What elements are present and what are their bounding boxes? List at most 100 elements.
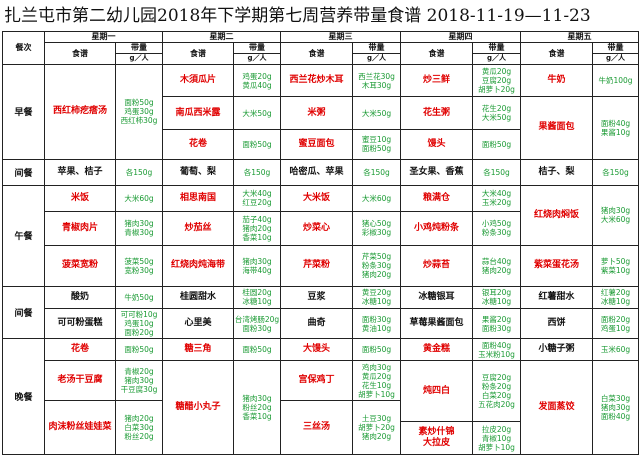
dish-name: 紫菜蛋花汤 <box>520 244 593 288</box>
dish-quantity: 面粉50g <box>352 338 401 362</box>
menu-row: 青椒肉片 猪肉30g 青椒30g 炒茄丝 茄子40g 猪肉20g 香菜10g 炒菜心 猪心… <box>3 210 639 246</box>
dish-quantity: 大米50g <box>352 96 401 131</box>
dish-name: 哈密瓜、苹果 <box>280 158 353 186</box>
dish-name: 花卷 <box>162 129 234 160</box>
menu-row: 午餐 米饭 大米60g 相思南国 大米40g 红豆20g 大米饭 大米60g 粮满仓 大米40g… <box>2 184 639 288</box>
menu-row: 早餐 西红柿疙瘩汤 面粉50g 鸡蛋30g 西红柿30g 木須瓜片 鸡蛋20g 黄瓜40… <box>2 63 639 160</box>
dish-name: 西兰花炒木耳 <box>280 63 353 98</box>
meal-label-lunch: 午餐 <box>2 184 45 288</box>
header-row-units: g／人 g／人 g／人 g／人 g／人 <box>3 52 639 65</box>
dish-quantity: 果酱20g 面粉30g <box>472 307 521 340</box>
dish-name: 菠菜宽粉 <box>44 244 116 288</box>
dish-name: 红烧肉炖海带 <box>162 244 234 288</box>
dish-name: 大米饭 <box>280 184 353 212</box>
dish-name: 豆浆 <box>280 286 353 309</box>
dish-name: 炒菜心 <box>280 210 353 246</box>
menu-row: 可可粉蛋糕 可可粉10g 鸡蛋10g 面粉20g 心里美 台湾烤肠20g 面粉30g 曲… <box>3 307 639 340</box>
menu-row: 间餐 苹果、桔子 各150g 葡萄、梨 各150g 哈密瓜、苹果 各150g 圣女果、香蕉 各1… <box>2 158 639 186</box>
dish-name: 桔子、梨 <box>520 158 593 186</box>
meal-label-snack1: 间餐 <box>2 158 45 186</box>
dish-quantity: 面粉50g <box>115 338 163 362</box>
dish-quantity: 各150g <box>115 158 163 186</box>
day-header: 星期五 <box>520 31 639 43</box>
dish-quantity: 面粉50g <box>233 129 281 160</box>
dish-name: 糖三角 <box>162 338 234 362</box>
dish-quantity: 面粉20g 鸡蛋10g <box>592 307 639 340</box>
dish-quantity: 白菜30g 猪肉30g 面粉40g <box>592 360 639 455</box>
dish-quantity: 蒜台40g 猪肉20g <box>472 244 521 288</box>
menu-column-header: 食谱 <box>162 41 234 65</box>
dish-name: 相思南国 <box>162 184 234 212</box>
dish-name: 可可粉蛋糕 <box>44 307 116 340</box>
dish-name: 老汤干豆腐 <box>44 360 116 402</box>
dish-quantity: 鸡肉30g 黄瓜20g 花生10g 胡萝卜10g <box>352 360 401 402</box>
dish-name: 冰糖银耳 <box>400 286 473 309</box>
dish-name: 芹菜粉 <box>280 244 353 288</box>
menu-column-header: 食谱 <box>280 41 353 65</box>
dish-name: 大馒头 <box>280 338 353 362</box>
dish-quantity: 各150g <box>472 158 521 186</box>
dish-name: 桂圆甜水 <box>162 286 234 309</box>
dish-quantity: 牛奶100g <box>592 63 639 98</box>
quantity-column-header: 带量 <box>115 41 163 54</box>
menu-column-header: 食谱 <box>400 41 473 65</box>
menu-row: 素炒什锦 大拉皮 拉皮20g 青椒10g 胡萝卜10g <box>3 421 639 455</box>
dish-quantity: 大米40g 红豆20g <box>233 184 281 212</box>
menu-row: 肉沫粉丝娃娃菜 猪肉20g 白菜30g 粉丝20g 三丝汤 土豆30g 胡萝卜20g … <box>3 400 639 455</box>
dish-name: 圣女果、香蕉 <box>400 158 473 186</box>
dish-quantity: 面粉50g 鸡蛋30g 西红柿30g <box>115 63 163 160</box>
dish-name: 黄金糕 <box>400 338 473 362</box>
dish-quantity: 猪肉30g 青椒30g <box>115 210 163 246</box>
menu-column-header: 食谱 <box>520 41 593 65</box>
dish-name: 西饼 <box>520 307 593 340</box>
header-row-days: 餐次 星期一 星期二 星期三 星期四 星期五 <box>2 31 639 65</box>
dish-quantity: 茄子40g 猪肉20g 香菜10g <box>233 210 281 246</box>
dish-name: 炒三鲜 <box>400 63 473 98</box>
day-header: 星期三 <box>280 31 401 43</box>
menu-column-header: 食谱 <box>44 41 116 65</box>
day-header: 星期四 <box>400 31 521 43</box>
unit-label: g／人 <box>115 52 163 65</box>
dish-name: 小糖子粥 <box>520 338 593 362</box>
dish-name: 花卷 <box>44 338 116 362</box>
menu-row: 花卷 面粉50g 蜜豆面包 蜜豆10g 面粉50g 馒头 面粉50g <box>3 129 639 160</box>
dish-name: 小鸡炖粉条 <box>400 210 473 246</box>
dish-quantity: 鸡蛋20g 黄瓜40g <box>233 63 281 98</box>
dish-quantity: 玉米60g <box>592 338 639 362</box>
dish-name: 苹果、桔子 <box>44 158 116 186</box>
meal-label-dinner: 晚餐 <box>2 338 45 455</box>
dish-name: 心里美 <box>162 307 234 340</box>
unit-label: g／人 <box>233 52 281 65</box>
unit-label: g／人 <box>352 52 401 65</box>
quantity-column-header: 带量 <box>592 41 639 54</box>
dish-quantity: 各150g <box>352 158 401 186</box>
dish-quantity: 牛奶50g <box>115 286 163 309</box>
dish-quantity: 大米40g 玉米20g <box>472 184 521 212</box>
quantity-column-header: 带量 <box>233 41 281 54</box>
unit-label: g／人 <box>472 52 521 65</box>
dish-quantity: 台湾烤肠20g 面粉30g <box>233 307 281 340</box>
quantity-column-header: 带量 <box>472 41 521 54</box>
dish-quantity: 大米60g <box>352 184 401 212</box>
day-header: 星期一 <box>44 31 163 43</box>
meal-label-snack2: 间餐 <box>2 286 45 340</box>
dish-name: 炖四白 <box>400 360 473 423</box>
day-header: 星期二 <box>162 31 281 43</box>
dish-name: 发面蒸饺 <box>520 360 593 455</box>
dish-name: 蜜豆面包 <box>280 129 353 160</box>
dish-quantity: 黄豆20g 冰糖10g <box>352 286 401 309</box>
dish-quantity: 西兰花30g 木耳30g <box>352 63 401 98</box>
dish-quantity: 豆腐20g 粉条20g 白菜20g 五花肉20g <box>472 360 521 423</box>
dish-name: 酸奶 <box>44 286 116 309</box>
dish-quantity: 可可粉10g 鸡蛋10g 面粉20g <box>115 307 163 340</box>
dish-quantity: 花生20g 大米50g <box>472 96 521 131</box>
dish-name: 三丝汤 <box>280 400 353 455</box>
dish-quantity: 猪心50g 彩椒30g <box>352 210 401 246</box>
dish-quantity: 黄瓜20g 豆腐20g 胡萝卜20g <box>472 63 521 98</box>
dish-quantity: 面粉40g 果酱10g <box>592 96 639 160</box>
dish-name: 红烧肉焖饭 <box>520 184 593 246</box>
dish-name: 米饭 <box>44 184 116 212</box>
dish-name: 宫保鸡丁 <box>280 360 353 402</box>
menu-row: 南瓜西米露 大米50g 米粥 大米50g 花生粥 花生20g 大米50g 果酱面包 面粉40g… <box>3 96 639 160</box>
dish-quantity: 猪肉30g 大米60g <box>592 184 639 246</box>
